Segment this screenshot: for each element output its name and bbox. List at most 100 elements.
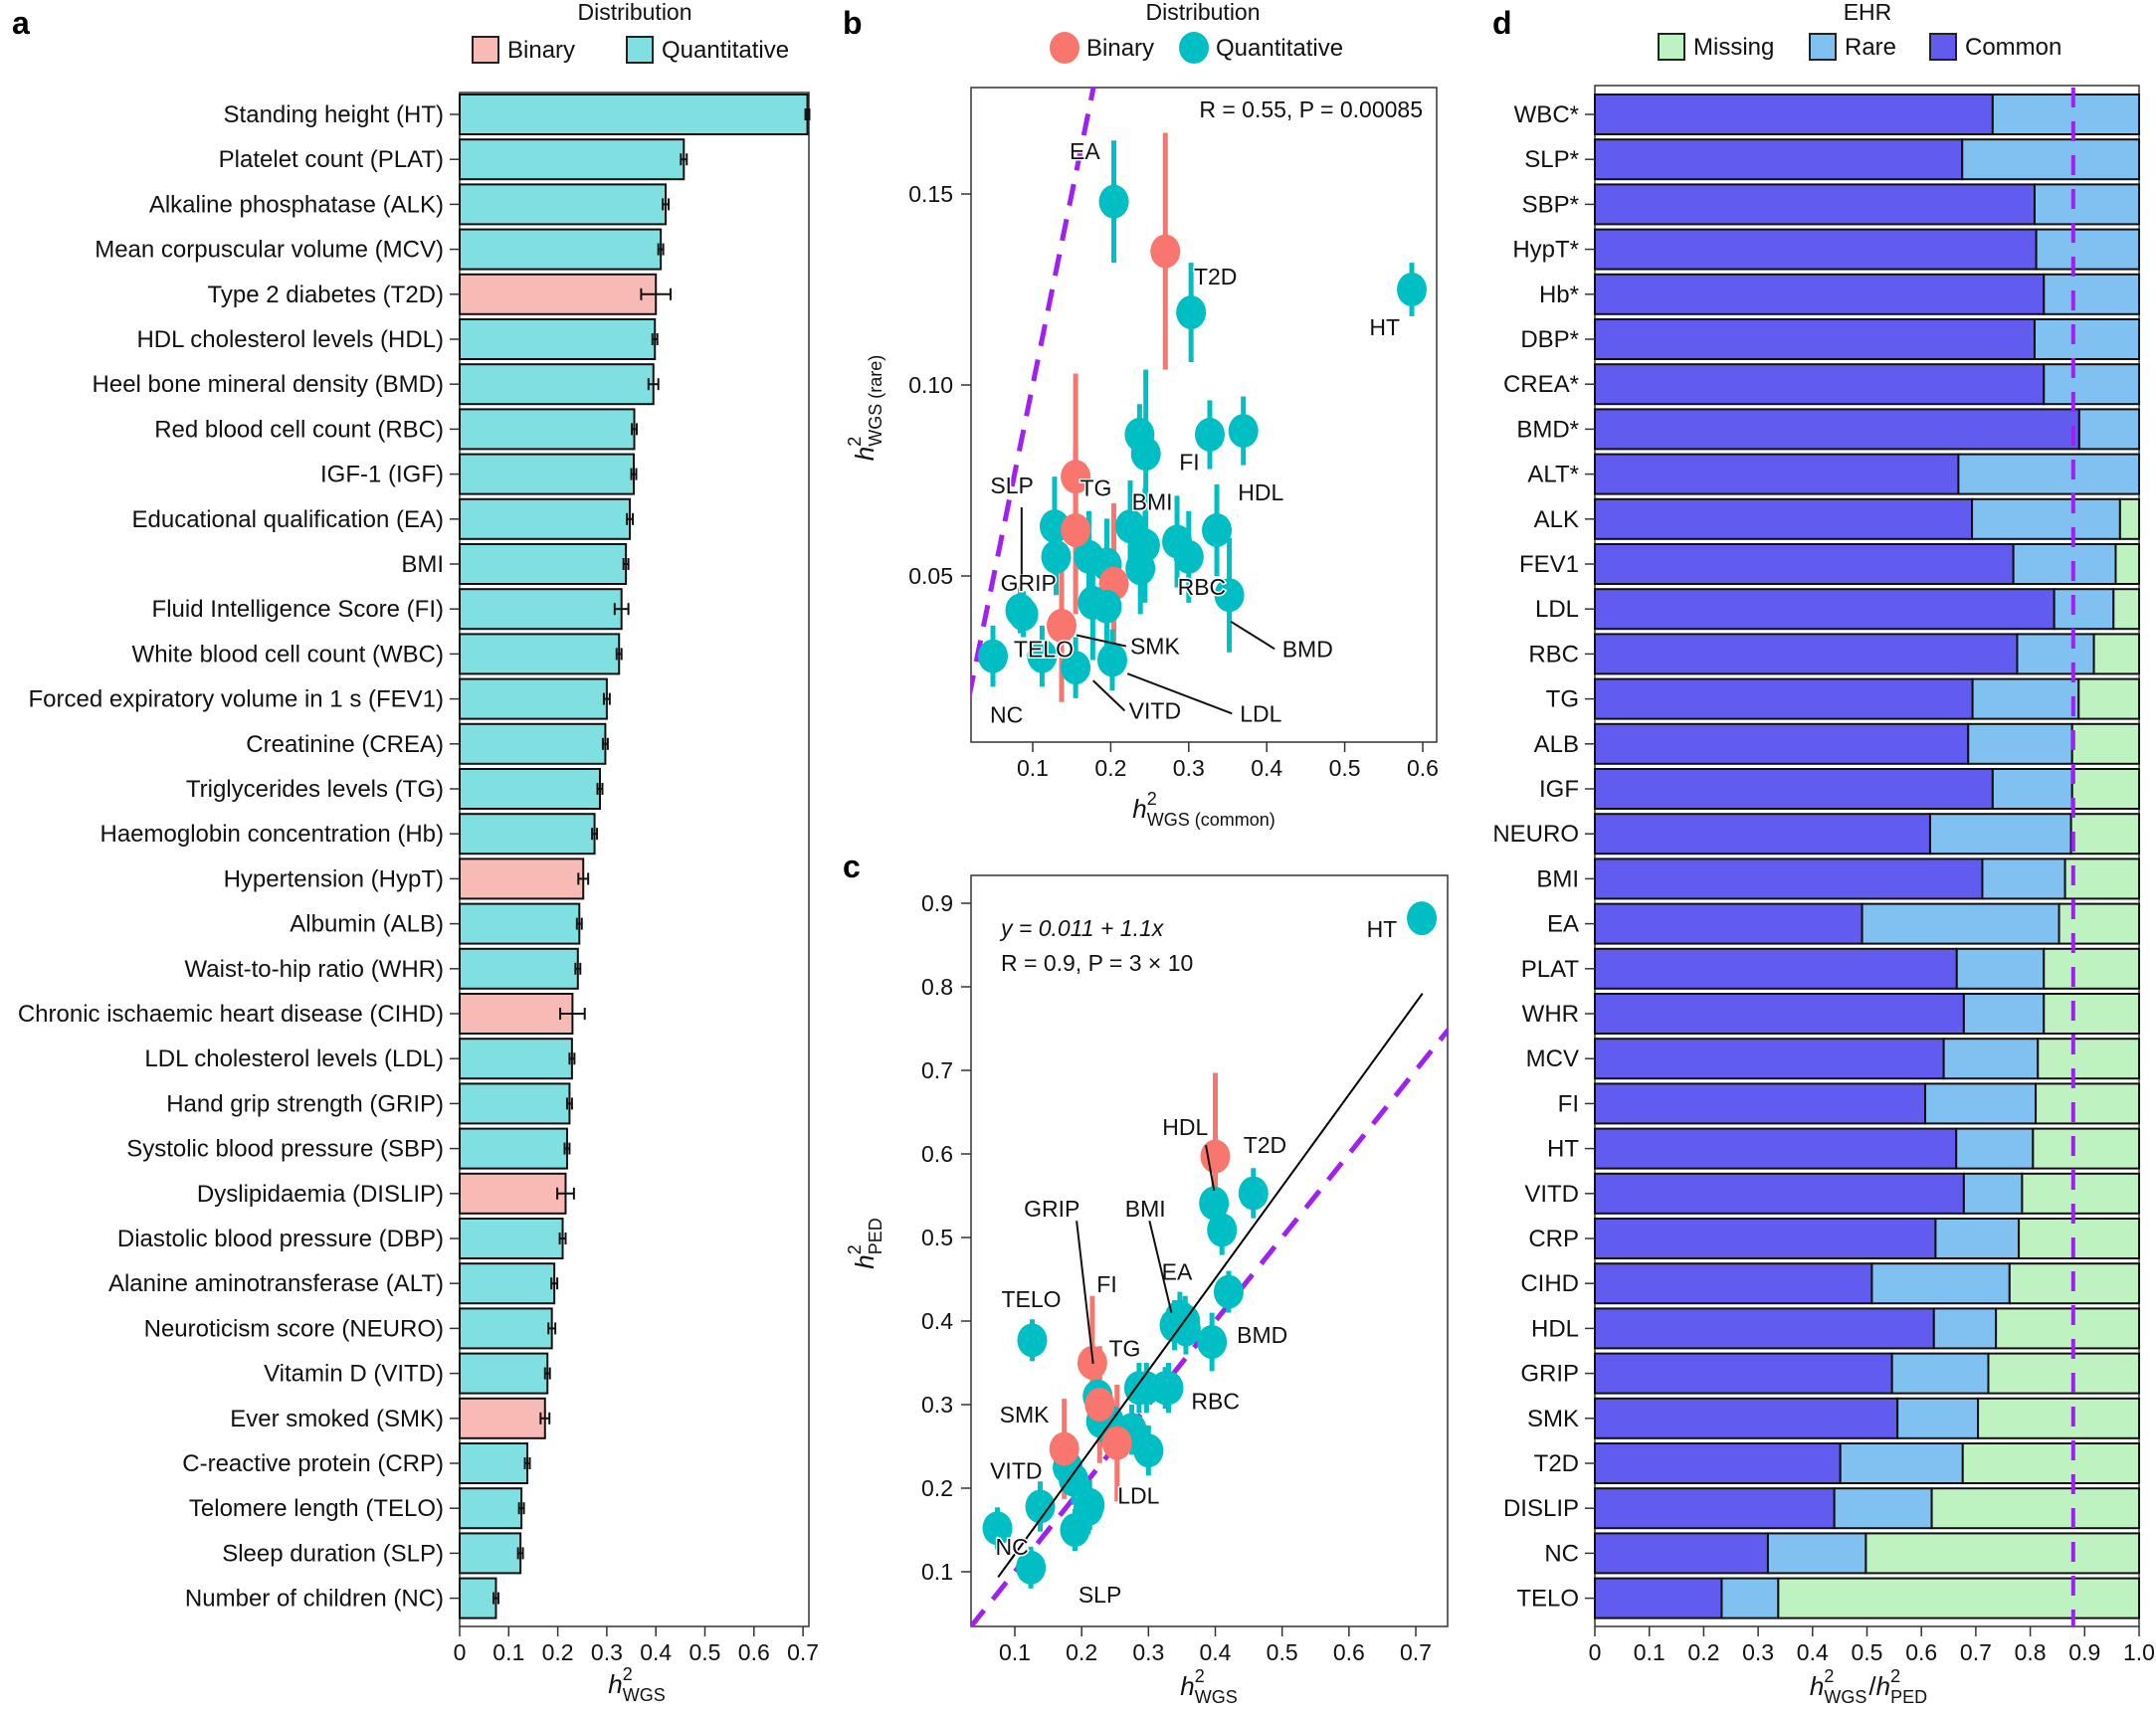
- y-tick-label-c-2: 0.3: [921, 1392, 953, 1418]
- category-label-29: Ever smoked (SMK): [230, 1406, 444, 1432]
- leader-line-b-1: [1076, 634, 1127, 648]
- segment-common-0: [1594, 94, 1994, 135]
- segment-rare-12: [2016, 633, 2095, 675]
- axis-label-base: h: [850, 447, 880, 461]
- panel-letter-d: d: [1492, 5, 1512, 41]
- segment-missing-19: [2043, 947, 2140, 990]
- segment-common-25: [1594, 1218, 1937, 1259]
- point-c-31: [1084, 1388, 1115, 1422]
- category-label-d-6: CREA*: [1503, 371, 1579, 398]
- point-b-19: [1061, 512, 1091, 547]
- panel-letter-c: c: [843, 849, 861, 884]
- axis-label-base2: h: [1876, 1671, 1890, 1701]
- category-label-d-20: WHR: [1522, 1001, 1579, 1028]
- x-tick-label-b-1: 0.2: [1094, 755, 1126, 781]
- segment-missing-33: [1777, 1577, 2140, 1619]
- segment-common-28: [1594, 1352, 1893, 1395]
- segment-missing-9: [2118, 497, 2140, 540]
- category-label-d-26: CIHD: [1520, 1270, 1579, 1297]
- category-label-d-19: PLAT: [1521, 956, 1580, 983]
- x-tick-label-3: 0.3: [591, 1639, 623, 1665]
- bar-22: [459, 1082, 571, 1125]
- bar-3: [459, 228, 663, 271]
- y-tick-label-c-0: 0.1: [921, 1559, 953, 1585]
- legend-title-d: EHR: [1844, 0, 1892, 25]
- category-label-4: Type 2 diabetes (T2D): [208, 282, 444, 308]
- x-tick-label-b-3: 0.4: [1251, 755, 1282, 781]
- point-label-c-14: NC: [996, 1534, 1029, 1560]
- segment-common-9: [1594, 497, 1974, 540]
- category-label-d-15: IGF: [1539, 776, 1579, 803]
- point-label-b-2: HT: [1369, 314, 1400, 340]
- x-tick-label-c-4: 0.5: [1267, 1639, 1298, 1665]
- x-tick-label-b-4: 0.5: [1329, 755, 1361, 781]
- y-tick-label-c-6: 0.7: [921, 1057, 953, 1083]
- x-tick-label-d-2: 0.2: [1687, 1639, 1719, 1665]
- segment-common-12: [1594, 633, 2019, 675]
- segment-common-18: [1594, 902, 1863, 945]
- segment-rare-32: [1766, 1532, 1867, 1575]
- y-tick-label-c-5: 0.6: [921, 1141, 953, 1167]
- bar-9: [459, 497, 632, 540]
- x-tick-label-b-2: 0.3: [1173, 755, 1205, 781]
- point-label-c-2: T2D: [1244, 1132, 1286, 1158]
- legend-binary-b-label: Binary: [1086, 35, 1154, 62]
- category-label-17: Hypertension (HypT): [224, 865, 444, 892]
- category-label-33: Number of children (NC): [185, 1586, 444, 1613]
- axis-label-sub: WGS: [623, 1685, 666, 1705]
- segment-missing-30: [1961, 1442, 2140, 1484]
- segment-rare-15: [1991, 768, 2073, 810]
- category-label-d-22: FI: [1558, 1090, 1579, 1117]
- segment-missing-16: [2069, 813, 2140, 856]
- point-b-2: [1397, 273, 1428, 306]
- segment-common-11: [1594, 588, 2056, 631]
- bar-2: [459, 183, 668, 226]
- x-tick-label-c-5: 0.6: [1333, 1639, 1365, 1665]
- category-label-5: HDL cholesterol levels (HDL): [136, 326, 444, 353]
- segment-rare-19: [1955, 947, 2046, 990]
- category-label-d-28: GRIP: [1520, 1361, 1579, 1388]
- legend-quantitative-b-swatch: [1179, 32, 1209, 64]
- x-tick-label-5: 0.5: [689, 1639, 721, 1665]
- segment-missing-28: [1987, 1352, 2140, 1395]
- point-c-26: [1017, 1323, 1048, 1358]
- x-tick-label-d-0: 0: [1589, 1639, 1602, 1665]
- axis-label-sep: /: [1868, 1671, 1876, 1701]
- point-label-c-10: RBC: [1191, 1388, 1240, 1414]
- category-label-d-33: TELO: [1516, 1586, 1579, 1613]
- segment-rare-11: [2053, 588, 2115, 631]
- point-label-b-13: NC: [990, 702, 1023, 728]
- y-axis-label-c: h2PED: [845, 1218, 885, 1269]
- point-b-15: [1125, 551, 1156, 586]
- point-c-4: [1199, 1186, 1230, 1221]
- axis-label-sup: 2: [845, 437, 865, 447]
- category-label-0: Standing height (HT): [224, 101, 444, 128]
- segment-missing-18: [2058, 902, 2141, 945]
- category-label-d-10: FEV1: [1519, 551, 1579, 578]
- segment-missing-24: [2021, 1172, 2141, 1215]
- x-tick-label-c-1: 0.2: [1066, 1639, 1097, 1665]
- point-c-29: [1200, 1139, 1231, 1174]
- segment-rare-2: [2033, 183, 2140, 226]
- segment-missing-12: [2092, 633, 2141, 675]
- point-b-21: [1214, 578, 1245, 613]
- segment-missing-20: [2043, 993, 2140, 1035]
- segment-common-5: [1594, 318, 2036, 360]
- category-label-19: Waist-to-hip ratio (WHR): [185, 956, 444, 983]
- bar-1: [459, 138, 686, 181]
- segment-missing-22: [2035, 1082, 2140, 1125]
- bar-21: [459, 1038, 573, 1080]
- bar-16: [459, 813, 596, 856]
- leader-line-b-4: [1126, 672, 1233, 715]
- category-label-13: Forced expiratory volume in 1 s (FEV1): [29, 686, 444, 713]
- point-label-c-15: SLP: [1078, 1582, 1121, 1608]
- point-b-26: [1047, 608, 1078, 643]
- axis-label-sup: 2: [1147, 789, 1157, 809]
- y-tick-label-b-2: 0.15: [908, 181, 953, 207]
- bar-17: [459, 857, 585, 900]
- legend-binary-b-swatch: [1050, 32, 1079, 64]
- category-label-14: Creatinine (CREA): [246, 731, 444, 758]
- category-label-27: Neuroticism score (NEURO): [144, 1315, 444, 1342]
- segment-rare-23: [1955, 1127, 2035, 1170]
- category-label-d-18: EA: [1547, 911, 1579, 938]
